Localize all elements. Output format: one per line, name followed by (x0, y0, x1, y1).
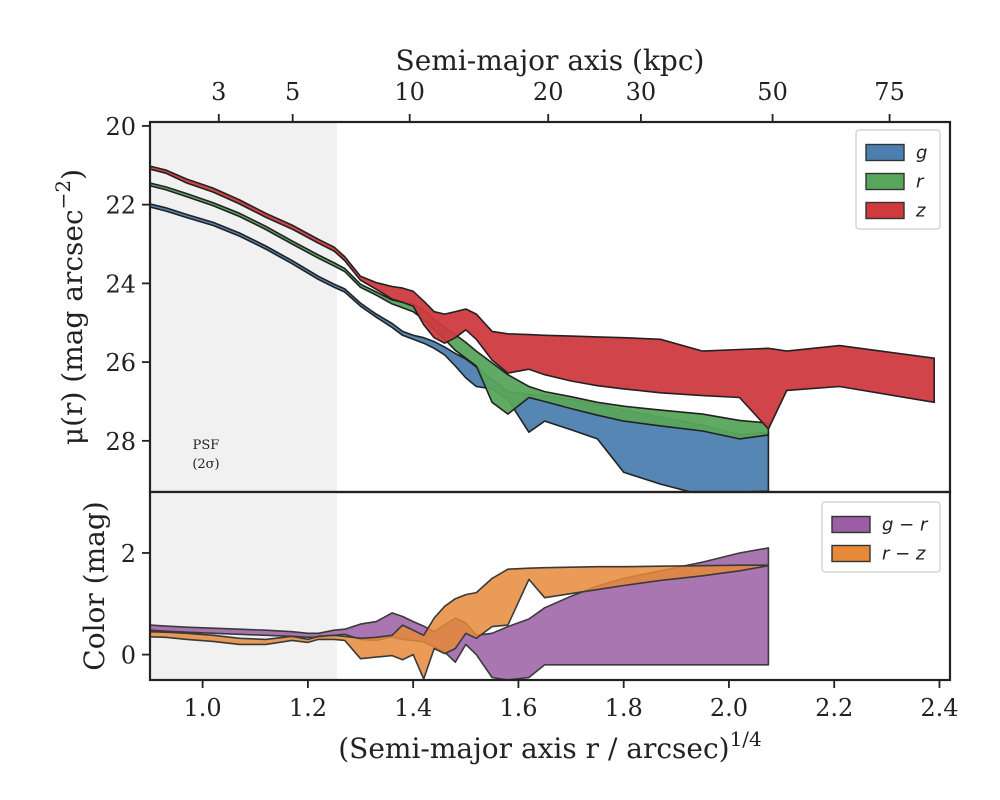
surface-brightness-legend: grz (855, 129, 941, 230)
top-y-ticks: 20 22 24 26 28 (105, 113, 150, 456)
legend-label: z (915, 201, 926, 222)
bottom-y-tick-label: 2 (121, 540, 136, 568)
bottom-x-tick-label: 2.4 (920, 694, 958, 722)
top-x-tick-label: 50 (757, 78, 788, 106)
top-x-tick-label: 5 (285, 78, 300, 106)
legend-swatch (865, 143, 905, 162)
top-x-tick-label: 30 (626, 78, 657, 106)
psf-sublabel: (2σ) (192, 457, 219, 472)
legend-swatch (865, 172, 905, 191)
bottom-x-axis-label: (Semi-major axis r / arcsec)1/4 (338, 727, 762, 765)
surface-brightness-panel: 20 22 24 26 28 3 5 10 20 30 50 75 Semi-major axis … (51, 44, 952, 494)
legend-swatch (831, 544, 871, 563)
top-y-tick-label: 20 (105, 113, 136, 141)
bottom-x-axis-label-exponent: 1/4 (730, 727, 762, 751)
psf-shaded-region (150, 122, 337, 492)
bottom-x-tick-label: 1.8 (605, 694, 643, 722)
bottom-y-ticks: 02 (121, 540, 150, 670)
top-y-tick-label: 22 (105, 192, 136, 220)
legend-label: r − z (882, 544, 926, 565)
psf-shaded-region-color (150, 492, 337, 680)
psf-label: PSF (193, 438, 220, 453)
top-y-axis-label-exponent: −2 (51, 180, 75, 209)
band-gr-0 (150, 547, 770, 680)
top-x-tick-label: 10 (394, 78, 425, 106)
bottom-y-tick-label: 0 (121, 642, 136, 670)
bottom-x-tick-label: 1.0 (184, 694, 222, 722)
top-x-tick-label: 3 (211, 78, 226, 106)
top-y-tick-label: 24 (105, 270, 136, 298)
band-rz-1 (150, 564, 770, 680)
bottom-x-tick-label: 1.6 (499, 694, 537, 722)
band-z-2 (150, 165, 935, 430)
top-y-tick-label: 26 (105, 349, 136, 377)
bottom-x-tick-label: 1.4 (394, 694, 432, 722)
top-x-axis-label: Semi-major axis (kpc) (396, 44, 705, 77)
color-series (150, 547, 770, 680)
bottom-panel-frame (148, 490, 952, 682)
bottom-x-tick-label: 2.0 (710, 694, 748, 722)
band-r-1 (150, 182, 770, 440)
top-x-ticks-kpc: 3 5 10 20 30 50 75 (211, 78, 905, 122)
top-y-axis-label: μ(r) (mag arcsec−2) (51, 169, 89, 445)
top-x-tick-label: 20 (533, 78, 564, 106)
bottom-x-tick-label: 2.2 (815, 694, 853, 722)
legend-swatch (865, 201, 905, 220)
top-y-axis-label-close: ) (56, 169, 89, 180)
bottom-x-tick-label: 1.2 (289, 694, 327, 722)
color-legend: g − r r − z (821, 501, 941, 573)
legend-swatch (831, 515, 871, 534)
bottom-x-ticks: 1.0 1.2 1.4 1.6 1.8 2.0 2.2 2.4 (184, 680, 959, 722)
legend-label: g (916, 143, 927, 164)
legend-label: g − r (882, 515, 929, 536)
bottom-y-axis-label: Color (mag) (78, 501, 111, 670)
top-x-tick-label: 75 (874, 78, 905, 106)
legend-label: r (916, 172, 925, 193)
bottom-x-axis-label-main: (Semi-major axis r / arcsec) (338, 732, 729, 765)
top-y-axis-label-main: μ(r) (mag arcsec (56, 209, 89, 445)
color-panel: 02 1.0 1.2 1.4 1.6 1.8 2.0 2.2 2.4 Color (mag) … (78, 490, 959, 765)
top-y-tick-label: 28 (105, 428, 136, 456)
